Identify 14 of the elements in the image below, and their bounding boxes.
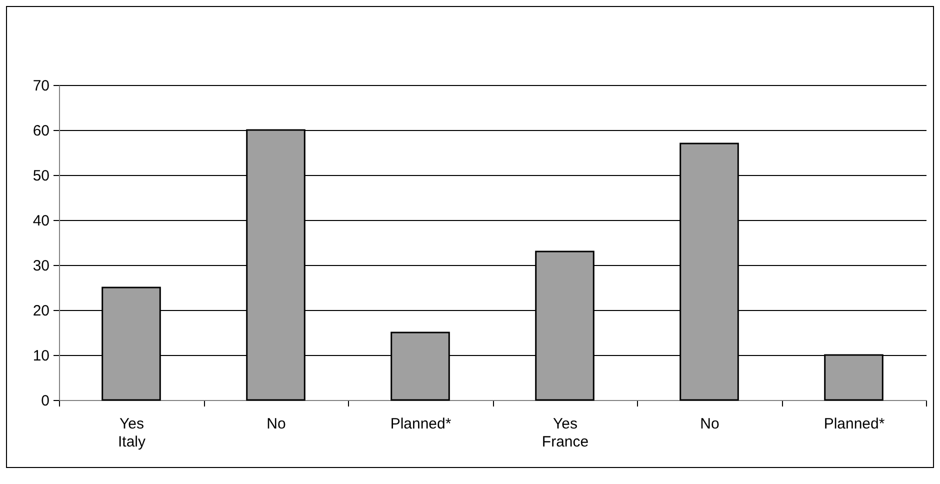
y-tick-label: 60 — [32, 122, 50, 140]
y-tick-label: 20 — [32, 302, 50, 320]
y-tick-label: 70 — [32, 78, 50, 94]
y-tick-label: 30 — [32, 258, 50, 274]
y-tick-label: 50 — [32, 168, 50, 184]
y-tick-label: 0 — [41, 392, 50, 410]
x-tick-label: Planned* — [390, 416, 452, 432]
x-tick-label: No — [700, 416, 720, 432]
y-tick-label: 40 — [32, 212, 50, 230]
x-tick-label: No — [266, 416, 286, 432]
x-tick-label: Yes Italy — [118, 416, 146, 450]
x-tick-label: Planned* — [824, 416, 885, 432]
x-tick-label: Yes France — [542, 416, 589, 450]
y-tick-label: 10 — [32, 348, 50, 364]
